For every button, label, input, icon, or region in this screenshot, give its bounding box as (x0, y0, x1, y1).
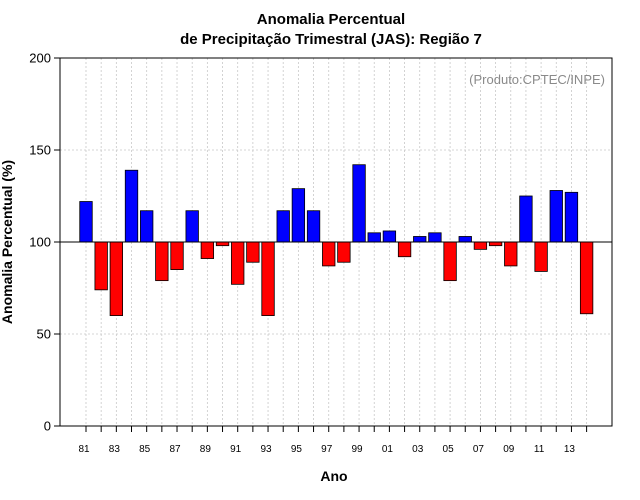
bar-2012 (549, 190, 563, 243)
chart-title-line2: de Precipitação Trimestral (JAS): Região… (180, 31, 482, 48)
bar-2014 (579, 241, 594, 315)
x-tick-label-8: 97 (321, 444, 333, 455)
bar-2001 (382, 230, 397, 243)
bar-1993 (261, 241, 275, 316)
bar-1995 (291, 188, 306, 243)
x-tick-label-5: 91 (230, 444, 242, 455)
bar-2008 (488, 241, 503, 247)
bar-1985 (140, 210, 154, 243)
y-tick-label-1: 50 (37, 327, 51, 342)
bar-2009 (504, 241, 518, 267)
x-tick-label-7: 95 (291, 444, 303, 455)
x-tick-label-0: 81 (78, 444, 90, 455)
y-axis-title: Anomalia Percentual (%) (0, 160, 15, 324)
bar-1982 (94, 241, 108, 291)
bar-1998 (337, 241, 351, 263)
bar-1984 (124, 169, 139, 243)
bar-2000 (367, 232, 381, 243)
x-axis-title: Ano (320, 468, 347, 484)
chart-title-line1: Anomalia Percentual (257, 11, 405, 28)
bar-2003 (413, 236, 427, 243)
y-tick-label-3: 150 (29, 143, 51, 158)
bar-1991 (231, 241, 245, 285)
x-tick-label-12: 05 (443, 444, 455, 455)
bar-1989 (200, 241, 215, 259)
bar-2004 (428, 232, 442, 243)
x-tick-label-15: 11 (534, 444, 545, 455)
bar-1997 (322, 241, 336, 267)
bar-2010 (519, 195, 533, 243)
x-axis: 81 83 85 87 89 91 93 95 97 99 01 03 05 07 09 11 13 (78, 426, 588, 455)
bar-1988 (185, 210, 199, 243)
bar-1986 (155, 241, 169, 282)
x-tick-label-3: 87 (169, 444, 181, 455)
bar-2005 (443, 241, 457, 282)
x-tick-label-10: 01 (382, 444, 394, 455)
x-tick-label-4: 89 (200, 444, 212, 455)
bar-1992 (246, 241, 260, 263)
bar-1987 (170, 241, 184, 271)
source-annotation: (Produto:CPTEC/INPE) (469, 72, 605, 87)
x-tick-label-9: 99 (351, 444, 363, 455)
bar-1999 (352, 164, 366, 243)
x-tick-label-11: 03 (412, 444, 424, 455)
x-tick-label-1: 83 (109, 444, 121, 455)
bars-layer (79, 164, 594, 316)
bar-1994 (276, 210, 290, 243)
x-tick-label-13: 07 (473, 444, 485, 455)
x-tick-label-16: 13 (564, 444, 576, 455)
x-tick-label-2: 85 (139, 444, 151, 455)
y-axis: 0 50 100 150 200 (29, 51, 60, 434)
bar-2007 (473, 241, 488, 250)
bar-1990 (215, 241, 230, 247)
bar-1983 (109, 241, 123, 316)
x-tick-label-6: 93 (260, 444, 272, 455)
bar-2006 (458, 236, 472, 243)
y-tick-label-4: 200 (29, 51, 51, 66)
y-tick-label-2: 100 (29, 235, 51, 250)
y-tick-label-0: 0 (44, 419, 51, 434)
x-tick-label-14: 09 (503, 444, 515, 455)
bar-2013 (564, 191, 579, 243)
bar-1981 (79, 201, 93, 243)
bar-2011 (534, 241, 548, 272)
bar-2002 (397, 241, 412, 258)
bar-1996 (306, 210, 321, 243)
